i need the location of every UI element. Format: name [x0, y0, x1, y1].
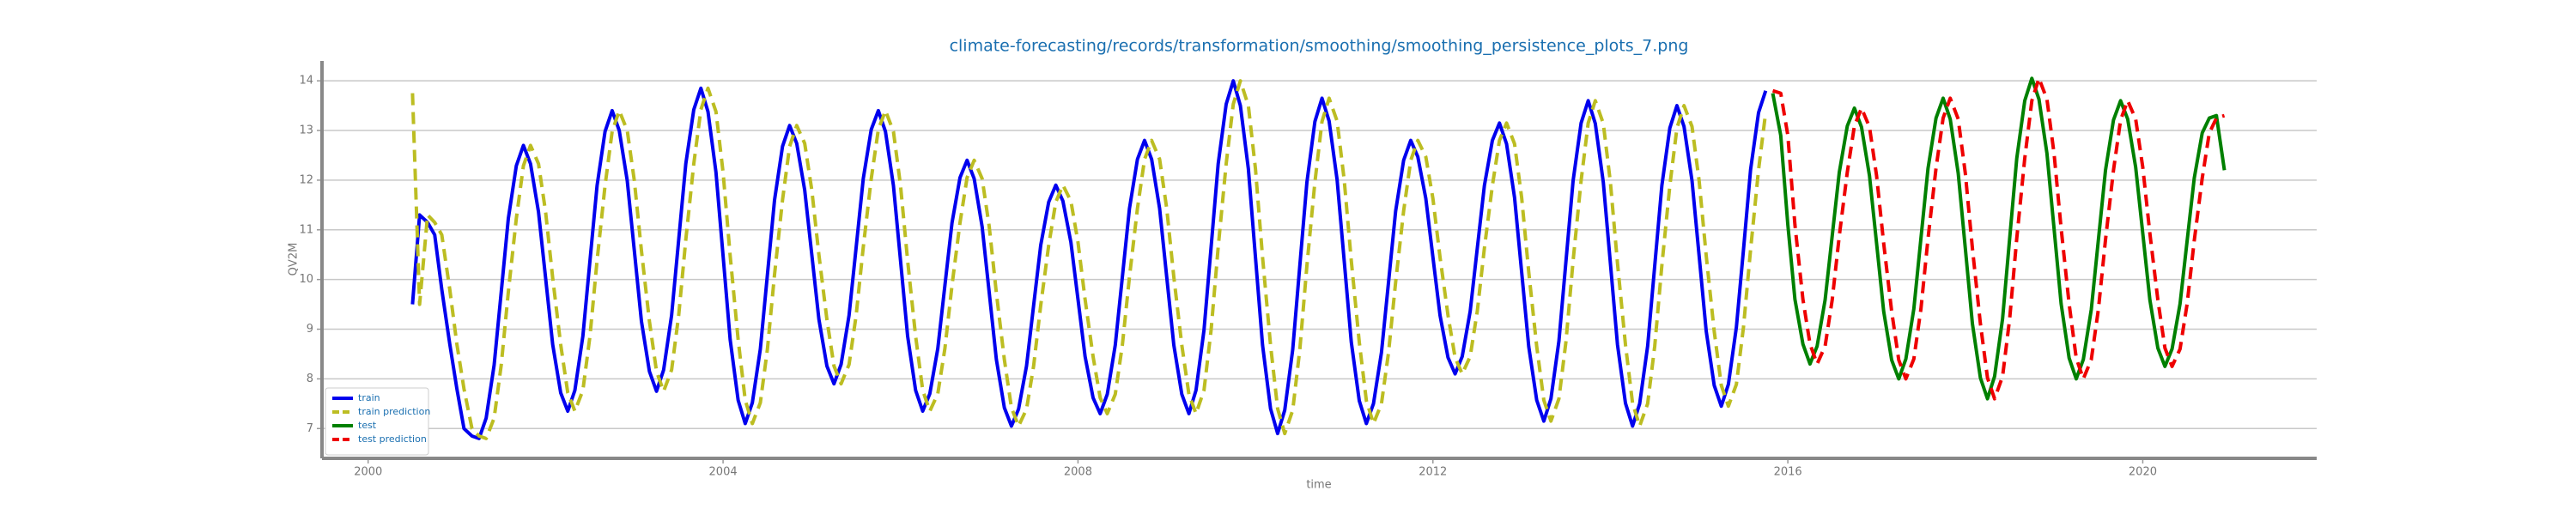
- y-tick-label: 9: [307, 323, 313, 336]
- x-tick-label: 2004: [709, 466, 738, 479]
- y-tick-label: 11: [299, 223, 313, 236]
- y-tick-label: 7: [307, 422, 313, 435]
- y-axis-label: QV2M: [288, 243, 301, 276]
- y-tick-label: 13: [299, 124, 313, 137]
- x-tick-label: 2000: [354, 466, 382, 479]
- x-tick-label: 2008: [1064, 466, 1092, 479]
- legend-label: train prediction: [358, 406, 430, 417]
- legend-label: train: [358, 392, 380, 403]
- x-tick-label: 2016: [1774, 466, 1802, 479]
- y-tick-label: 10: [299, 273, 313, 286]
- y-tick-label: 14: [299, 75, 313, 88]
- series-line: [1771, 76, 2226, 401]
- y-tick-label: 12: [299, 173, 313, 186]
- legend-label: test: [358, 420, 377, 431]
- legend-label: test prediction: [358, 433, 427, 445]
- series-line: [410, 79, 1768, 440]
- legend-box: [325, 387, 429, 456]
- x-axis-label: time: [1306, 479, 1331, 492]
- x-tick-label: 2012: [1419, 466, 1447, 479]
- legend: train train prediction test test prediction: [325, 387, 430, 456]
- chart-title: climate-forecasting/records/transformati…: [950, 37, 1689, 56]
- series-line: [1771, 76, 2227, 401]
- series-line: [410, 79, 1768, 440]
- x-tick-label: 2020: [2129, 466, 2157, 479]
- y-tick-label: 8: [307, 373, 313, 385]
